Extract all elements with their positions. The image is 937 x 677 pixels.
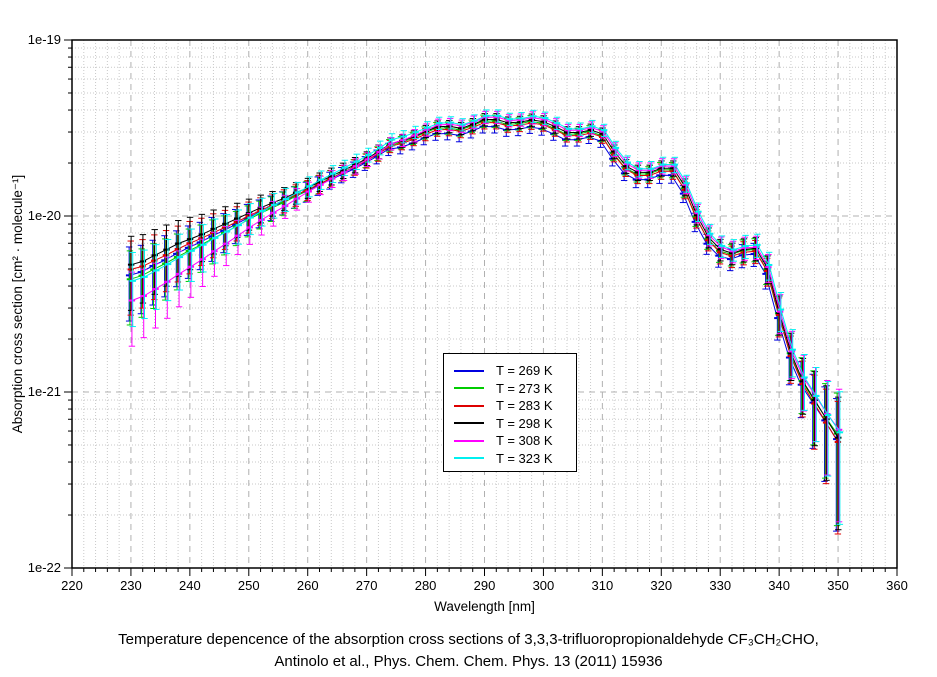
legend-item-298k: T = 298 K	[444, 415, 576, 433]
legend-item-308k: T = 308 K	[444, 432, 576, 450]
legend-line-sample	[454, 422, 484, 425]
legend-line-sample	[454, 439, 484, 442]
legend-item-label: T = 323 K	[496, 450, 553, 466]
error-bars	[128, 110, 843, 523]
axes-ticks	[64, 39, 898, 576]
error-bars	[129, 109, 844, 525]
y-tick-label: 1e-19	[28, 32, 61, 47]
x-tick-label: 220	[61, 578, 83, 593]
legend-item-label: T = 273 K	[496, 380, 553, 396]
x-tick-label: 360	[886, 578, 908, 593]
x-tick-label: 260	[297, 578, 319, 593]
y-tick-label: 1e-22	[28, 560, 61, 575]
legend-line-sample	[454, 387, 484, 390]
x-tick-label: 330	[709, 578, 731, 593]
x-tick-label: 250	[238, 578, 260, 593]
legend-item-label: T = 269 K	[496, 363, 553, 379]
x-tick-label: 350	[827, 578, 849, 593]
legend-item-323k: T = 323 K	[444, 450, 576, 468]
caption-line-2: Antinolo et al., Phys. Chem. Chem. Phys.…	[274, 653, 663, 670]
y-axis-label: Absorption cross section [cm² · molecule…	[10, 174, 25, 434]
legend-item-283k: T = 283 K	[444, 397, 576, 415]
legend-line-sample	[454, 369, 484, 372]
caption-line-1: Temperature depencence of the absorption…	[118, 631, 819, 648]
x-tick-label: 300	[533, 578, 555, 593]
data-markers	[129, 114, 844, 434]
absorption-spectra-chart: 220 230 240 250 260 270 280 290 300 310 320 330 340 3…	[28, 32, 908, 593]
x-tick-label: 320	[650, 578, 672, 593]
legend-item-273k: T = 273 K	[444, 380, 576, 398]
x-tick-label: 280	[415, 578, 437, 593]
legend-item-label: T = 298 K	[496, 415, 553, 431]
legend-line-sample	[454, 404, 484, 407]
x-tick-label: 310	[592, 578, 614, 593]
x-tick-label: 290	[474, 578, 496, 593]
legend-item-label: T = 283 K	[496, 398, 553, 414]
legend-item-269k: T = 269 K	[444, 362, 576, 380]
series-323K	[129, 109, 844, 525]
legend-item-label: T = 308 K	[496, 433, 553, 449]
tick-labels: 220 230 240 250 260 270 280 290 300 310 320 330 340 3…	[28, 32, 908, 593]
x-tick-label: 340	[768, 578, 790, 593]
x-tick-label: 230	[120, 578, 142, 593]
y-tick-label: 1e-21	[28, 384, 61, 399]
x-tick-label: 270	[356, 578, 378, 593]
x-tick-label: 240	[179, 578, 201, 593]
figure-caption: Temperature depencence of the absorption…	[0, 629, 937, 673]
legend-line-sample	[454, 457, 484, 460]
y-tick-label: 1e-20	[28, 208, 61, 223]
x-axis-label: Wavelength [nm]	[434, 599, 535, 614]
